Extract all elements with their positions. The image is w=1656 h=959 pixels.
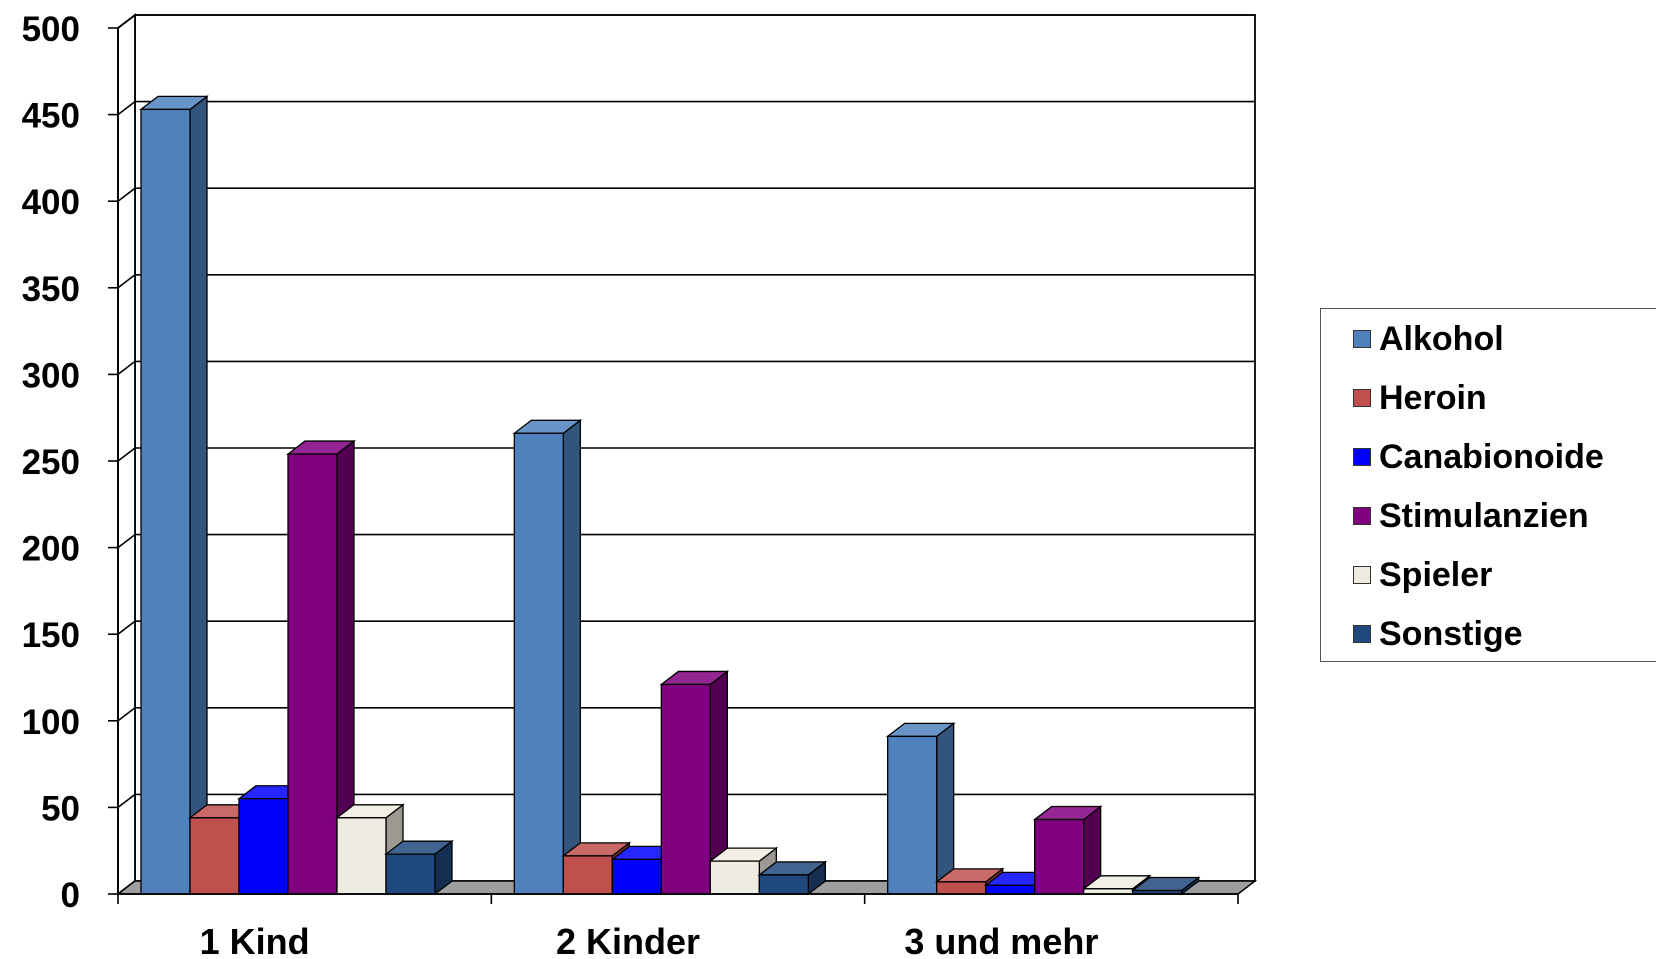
gridline-depth: [117, 447, 136, 462]
gridline-depth: [117, 620, 136, 635]
bar: [1130, 876, 1201, 896]
gridline-depth: [117, 187, 136, 202]
legend-swatch: [1353, 566, 1371, 584]
legend-item: Spieler: [1353, 555, 1492, 595]
legend-item: Canabionoide: [1353, 437, 1604, 477]
bar-front: [985, 884, 1036, 895]
bar-front: [611, 858, 662, 895]
y-tick-label: 0: [61, 876, 80, 915]
legend-label: Sonstige: [1379, 614, 1523, 653]
y-tick-label: 300: [22, 356, 80, 395]
legend-label: Stimulanzien: [1379, 496, 1589, 535]
bar: [384, 839, 454, 896]
legend-item: Stimulanzien: [1353, 496, 1589, 536]
y-tick-label: 100: [22, 703, 80, 742]
legend-item: Alkohol: [1353, 319, 1504, 359]
bar-front: [189, 817, 240, 895]
bar-front: [238, 798, 289, 895]
bar: [512, 418, 583, 896]
x-tick-label: 1 Kind: [200, 921, 310, 959]
legend-label: Canabionoide: [1379, 437, 1604, 476]
bar-front: [287, 453, 338, 895]
tick-labels: 0 50 100 150 200 250 300 350 400 450 500 1 Kind 2 Ki…: [22, 10, 1099, 959]
gridline-depth: [117, 793, 136, 809]
bar: [1032, 805, 1103, 896]
bar-front: [660, 683, 711, 895]
bar: [139, 95, 209, 896]
y-tick-label: 400: [22, 183, 80, 222]
bar-front: [936, 881, 987, 895]
gridline-depth: [117, 360, 136, 376]
gridline-depth: [117, 14, 136, 29]
bar-front: [709, 860, 760, 895]
gridline-depth: [117, 533, 136, 549]
bar-side: [936, 722, 955, 896]
legend-swatch: [1353, 389, 1371, 407]
legend-swatch: [1353, 330, 1371, 348]
bar-front: [562, 855, 613, 895]
y-tick-label: 350: [22, 270, 80, 309]
x-tick-label: 3 und mehr: [904, 921, 1098, 959]
gridline-depth: [117, 707, 136, 722]
bar-front: [513, 432, 564, 895]
bar-front: [385, 853, 436, 895]
legend-swatch: [1353, 448, 1371, 466]
gridline-depth: [117, 274, 136, 289]
legend-label: Alkohol: [1379, 319, 1504, 358]
legend: Alkohol Heroin Canabionoide Stimulanzien…: [1320, 308, 1656, 662]
y-tick-label: 500: [22, 10, 80, 49]
bar-front: [140, 108, 191, 895]
bar-front: [758, 874, 809, 895]
bar-front: [887, 735, 938, 895]
y-tick-label: 200: [22, 530, 80, 569]
bar: [885, 722, 956, 896]
legend-item: Heroin: [1353, 378, 1487, 418]
y-tick-label: 50: [41, 789, 80, 828]
bars: [139, 95, 1201, 896]
bar-side: [189, 95, 208, 896]
bar-side: [562, 418, 581, 896]
y-tick-label: 450: [22, 97, 80, 136]
bar-front: [336, 817, 387, 895]
legend-label: Spieler: [1379, 555, 1493, 594]
legend-label: Heroin: [1379, 378, 1487, 417]
bar-front: [1034, 818, 1085, 895]
bar: [659, 670, 730, 896]
y-tick-label: 150: [22, 616, 80, 655]
x-tick-label: 2 Kinder: [556, 921, 700, 959]
bar: [757, 860, 828, 896]
axes: [108, 27, 1239, 904]
legend-swatch: [1353, 507, 1371, 525]
legend-swatch: [1353, 625, 1371, 643]
y-tick-label: 250: [22, 443, 80, 482]
gridline-depth: [117, 100, 136, 116]
bar: [286, 439, 356, 896]
legend-item: Sonstige: [1353, 614, 1523, 654]
